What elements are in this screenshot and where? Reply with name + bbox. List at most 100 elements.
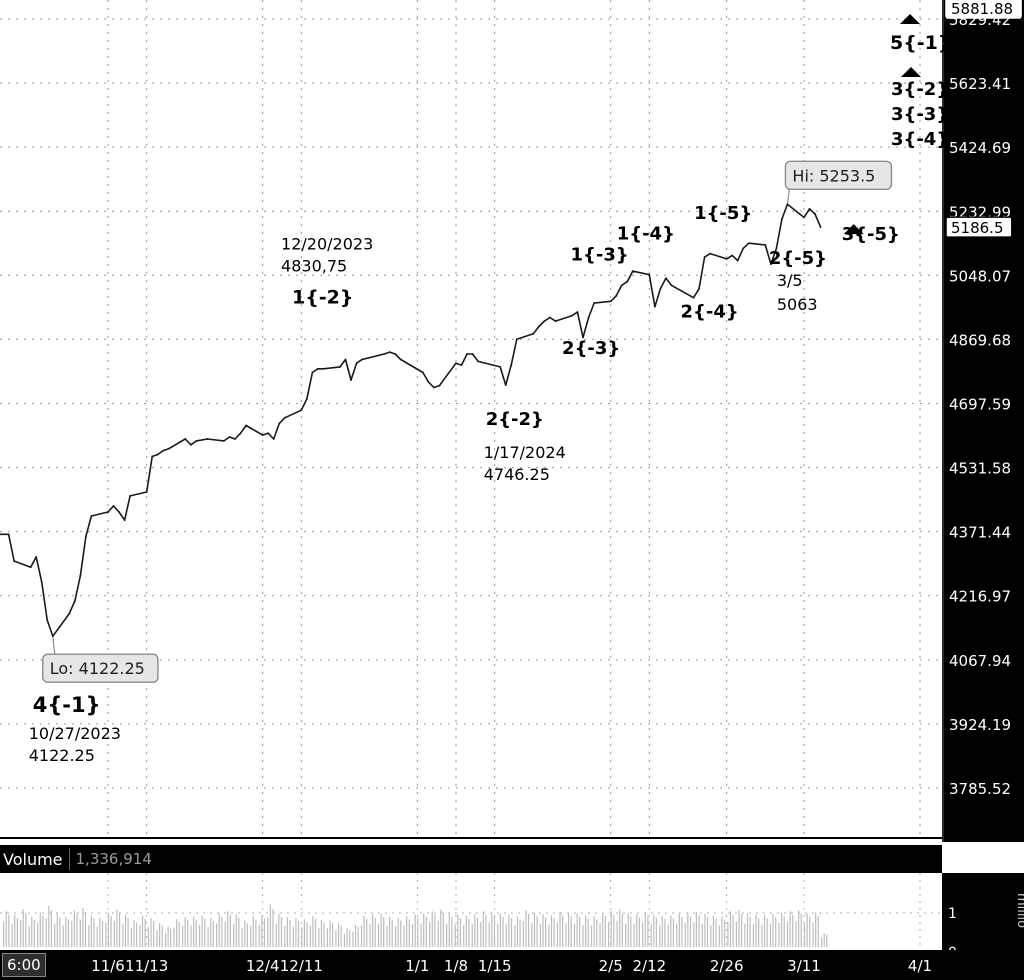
volume-bar <box>380 913 382 947</box>
volume-bar <box>349 930 351 947</box>
price-point <box>311 371 314 374</box>
price-point <box>653 305 656 308</box>
volume-bar <box>56 914 58 947</box>
price-point <box>698 287 700 290</box>
price-point <box>40 580 43 583</box>
volume-bar <box>50 910 53 947</box>
volume-bar <box>156 930 158 947</box>
volume-bar <box>178 921 180 947</box>
volume-bar <box>471 924 473 947</box>
price-point <box>466 353 468 355</box>
volume-bar <box>579 917 581 947</box>
volume-bar <box>366 918 368 947</box>
volume-tick-label: 0 <box>948 945 957 950</box>
volume-bar <box>769 923 772 947</box>
price-point <box>631 270 634 273</box>
price-point <box>272 438 275 440</box>
volume-bar <box>346 928 348 947</box>
volume-bar <box>306 921 308 947</box>
volume-bar <box>161 925 163 947</box>
volume-bar <box>650 924 652 947</box>
volume-bar <box>229 914 231 947</box>
volume-bar <box>738 910 740 947</box>
volume-bar <box>758 917 760 947</box>
price-point <box>46 619 49 621</box>
volume-bar <box>823 933 825 947</box>
volume-bar <box>110 916 112 947</box>
volume-bar <box>570 916 572 947</box>
volume-bar <box>590 925 593 947</box>
annotation-4830-75: 4830,75 <box>281 257 347 276</box>
volume-bar <box>386 926 388 947</box>
volume-bar <box>284 926 286 947</box>
volume-bar <box>408 919 410 947</box>
volume-bar <box>150 918 152 947</box>
volume-bar <box>531 923 533 947</box>
volume-bar <box>369 924 371 947</box>
price-point <box>665 277 667 280</box>
price-point <box>350 379 352 381</box>
price-point <box>145 491 148 493</box>
volume-bar <box>297 920 300 947</box>
volume-bar <box>786 922 789 947</box>
price-series-line <box>0 203 822 637</box>
price-marker-label: 5186.5 <box>951 219 1004 237</box>
volume-bar <box>318 927 320 947</box>
volume-bar <box>593 916 595 947</box>
volume-bar <box>37 922 39 947</box>
volume-bar <box>582 925 584 947</box>
volume-bar <box>278 913 280 947</box>
price-point <box>803 216 805 219</box>
volume-bar <box>610 910 612 947</box>
volume-bar <box>198 924 201 947</box>
volume-bar <box>803 923 806 947</box>
volume-bar <box>465 915 467 947</box>
volume-bar <box>292 926 294 947</box>
volume-bar <box>221 916 223 947</box>
volume-bar <box>519 919 521 947</box>
volume-bar <box>431 911 433 947</box>
volume-bar <box>280 917 283 947</box>
volume-bar <box>437 920 439 947</box>
price-grid <box>0 0 942 838</box>
volume-bar <box>721 916 723 947</box>
price-marker <box>945 0 1022 19</box>
x-tick-label: 2/26 <box>710 957 744 975</box>
volume-bar <box>136 922 138 947</box>
volume-bar <box>616 920 618 947</box>
volume-bar <box>93 918 95 947</box>
price-point <box>234 438 236 440</box>
volume-bar <box>429 922 431 947</box>
volume-bar <box>525 910 527 947</box>
volume-title: Volume <box>3 849 63 869</box>
volume-bar <box>263 918 266 947</box>
price-point <box>322 367 325 370</box>
volume-bar <box>127 917 129 947</box>
volume-bar <box>715 918 717 947</box>
hi-callout <box>784 160 893 190</box>
volume-bar <box>79 919 81 947</box>
x-tick-label: 11/6 <box>91 957 125 975</box>
volume-bar <box>170 928 172 947</box>
volume-bar <box>224 922 226 947</box>
volume-chart: 1 0 millio <box>0 873 1024 950</box>
volume-bar <box>412 924 414 947</box>
price-point <box>339 366 341 368</box>
volume-bar <box>585 915 587 947</box>
volume-bar <box>514 925 516 947</box>
price-point <box>460 364 463 366</box>
volume-bar <box>576 913 578 947</box>
volume-bar <box>812 922 814 947</box>
volume-bar <box>681 917 683 947</box>
volume-bar <box>122 924 124 947</box>
volume-bar <box>493 915 496 947</box>
volume-bar <box>113 920 115 947</box>
volume-bar <box>485 914 487 947</box>
volume-bar <box>468 918 470 947</box>
annotation-3-5: 3/5 <box>777 271 803 290</box>
volume-bar <box>417 917 419 947</box>
volume-bar <box>740 913 743 947</box>
volume-bar <box>195 919 197 947</box>
price-point <box>769 263 772 266</box>
price-point <box>532 332 535 335</box>
